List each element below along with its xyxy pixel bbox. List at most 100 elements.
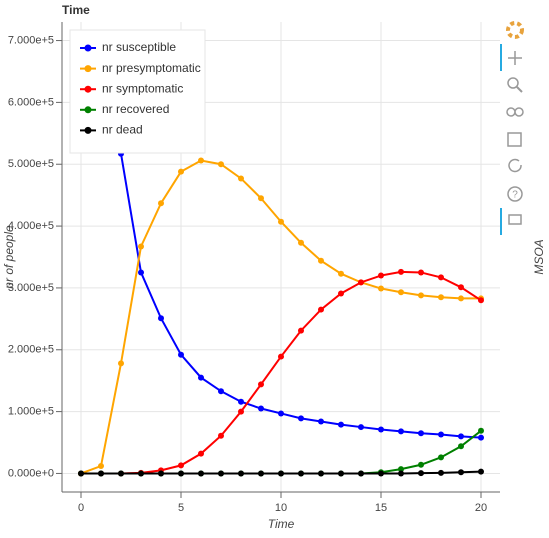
x-tick-label: 5 [178,502,184,514]
data-point [238,398,244,405]
save-tool[interactable] [507,132,522,147]
data-point [78,470,84,477]
data-point [118,360,124,367]
data-point [458,284,464,291]
data-point [198,157,204,164]
data-point [278,470,284,477]
data-point [218,470,224,477]
legend-marker [84,65,92,73]
data-point [298,415,304,422]
data-point [398,428,404,435]
legend-marker [84,126,92,134]
data-point [238,175,244,182]
data-point [278,218,284,225]
data-point [178,462,184,469]
y-tick-label: 5.000e+5 [8,158,54,170]
data-point [478,297,484,304]
legend-label: nr presymptomatic [102,61,201,75]
data-point [458,433,464,440]
data-point [458,295,464,302]
data-point [378,272,384,279]
toolbar: ? [500,21,524,235]
help-tool[interactable] [507,186,523,202]
data-point [138,269,144,276]
data-point [478,468,484,475]
data-point [338,290,344,297]
data-point [378,426,384,433]
data-point [158,315,164,322]
data-point [398,466,404,473]
data-point [278,410,284,417]
legend-label: nr susceptible [102,40,176,54]
y-axis-label: nr of people [2,225,16,289]
data-point [158,470,164,477]
legend-marker [84,106,92,114]
y-tick-label: 1.000e+5 [8,406,54,418]
data-point [158,200,164,207]
data-point [378,470,384,477]
right-label: MSOA [532,239,546,274]
y-tick-label: 7.000e+5 [8,34,54,46]
data-point [318,306,324,313]
data-point [478,427,484,434]
data-point [238,470,244,477]
data-point [258,405,264,412]
y-tick-label: 2.000e+5 [8,344,54,356]
data-point [418,461,424,468]
data-point [438,469,444,476]
data-point [358,279,364,286]
data-point [338,421,344,428]
data-point [138,243,144,250]
hover-tool[interactable] [508,214,522,225]
x-axis-label: Time [268,517,295,531]
data-point [318,257,324,264]
data-point [298,239,304,246]
svg-text:?: ? [512,190,518,201]
x-tick-label: 15 [375,502,387,514]
legend-box [69,29,206,154]
y-tick-label: 6.000e+5 [8,96,54,108]
data-point [118,470,124,477]
data-point [418,470,424,477]
data-point [278,353,284,360]
reset-tool[interactable] [508,158,522,173]
data-point [218,388,224,395]
data-point [418,430,424,437]
legend: nr susceptible nr presymptomatic nr sympto… [69,29,206,154]
data-point [198,470,204,477]
data-point [478,434,484,441]
legend-marker [84,85,92,93]
chart-title: Time [62,3,90,17]
data-point [358,470,364,477]
data-point [338,470,344,477]
active-indicator [500,44,502,71]
pan-tool[interactable] [508,51,522,65]
data-point [238,408,244,415]
zoom-tool[interactable] [507,77,519,89]
x-tick-label: 20 [475,502,487,514]
data-point [178,351,184,358]
data-point [398,289,404,296]
y-tick-label: 3.000e+5 [8,282,54,294]
data-point [438,454,444,461]
x-tick-label: 10 [275,502,287,514]
data-point [418,269,424,276]
wheel-zoom-tool[interactable] [506,107,516,117]
data-point [258,195,264,202]
data-point [438,274,444,281]
y-tick-label: 4.000e+5 [8,220,54,232]
data-point [438,294,444,301]
data-point [318,470,324,477]
legend-label: nr symptomatic [102,81,183,95]
data-point [138,470,144,477]
data-point [378,285,384,292]
data-point [98,463,104,470]
data-point [418,292,424,299]
data-point [318,418,324,425]
data-point [178,470,184,477]
x-tick-label: 0 [78,502,84,514]
data-point [338,270,344,277]
data-point [98,470,104,477]
data-point [398,268,404,275]
